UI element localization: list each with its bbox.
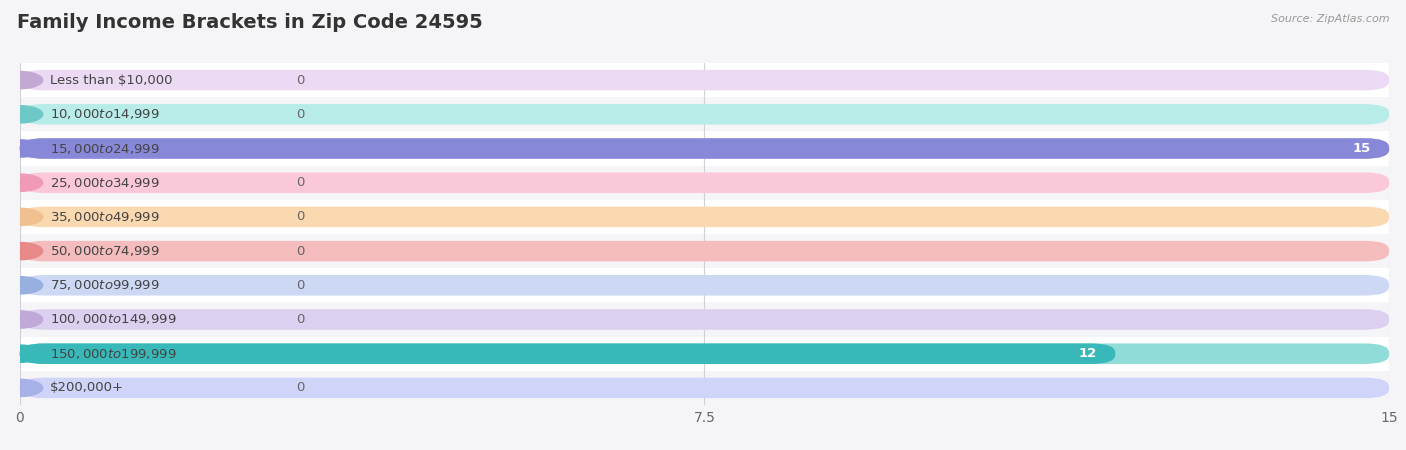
- Bar: [20, 131, 1389, 166]
- Text: 0: 0: [295, 108, 304, 121]
- Circle shape: [0, 174, 42, 191]
- Text: $15,000 to $24,999: $15,000 to $24,999: [49, 141, 159, 156]
- Text: $25,000 to $34,999: $25,000 to $34,999: [49, 176, 159, 190]
- Text: $150,000 to $199,999: $150,000 to $199,999: [49, 346, 176, 361]
- Bar: [20, 337, 1389, 371]
- Text: $35,000 to $49,999: $35,000 to $49,999: [49, 210, 159, 224]
- Text: 0: 0: [295, 176, 304, 189]
- Circle shape: [0, 72, 42, 89]
- Bar: [20, 200, 1389, 234]
- FancyBboxPatch shape: [20, 138, 1389, 159]
- Text: $50,000 to $74,999: $50,000 to $74,999: [49, 244, 159, 258]
- Text: 15: 15: [1353, 142, 1371, 155]
- Circle shape: [0, 106, 42, 123]
- FancyBboxPatch shape: [20, 70, 1389, 90]
- Text: 0: 0: [295, 74, 304, 86]
- Bar: [20, 371, 1389, 405]
- Text: 0: 0: [295, 313, 304, 326]
- Circle shape: [0, 140, 42, 157]
- Text: 12: 12: [1078, 347, 1097, 360]
- Circle shape: [0, 345, 42, 362]
- FancyBboxPatch shape: [20, 104, 1389, 125]
- Text: 0: 0: [295, 211, 304, 223]
- Circle shape: [0, 379, 42, 396]
- FancyBboxPatch shape: [20, 172, 1389, 193]
- Text: 0: 0: [295, 245, 304, 257]
- Bar: [20, 268, 1389, 302]
- Text: $10,000 to $14,999: $10,000 to $14,999: [49, 107, 159, 122]
- FancyBboxPatch shape: [20, 207, 1389, 227]
- Circle shape: [0, 311, 42, 328]
- Bar: [20, 97, 1389, 131]
- Text: $100,000 to $149,999: $100,000 to $149,999: [49, 312, 176, 327]
- FancyBboxPatch shape: [20, 275, 1389, 296]
- FancyBboxPatch shape: [20, 138, 1389, 159]
- FancyBboxPatch shape: [20, 343, 1115, 364]
- FancyBboxPatch shape: [20, 241, 1389, 261]
- Text: $75,000 to $99,999: $75,000 to $99,999: [49, 278, 159, 293]
- Text: Family Income Brackets in Zip Code 24595: Family Income Brackets in Zip Code 24595: [17, 14, 482, 32]
- Bar: [20, 166, 1389, 200]
- Bar: [20, 234, 1389, 268]
- Text: Less than $10,000: Less than $10,000: [49, 74, 173, 86]
- FancyBboxPatch shape: [20, 378, 1389, 398]
- FancyBboxPatch shape: [20, 309, 1389, 330]
- FancyBboxPatch shape: [20, 343, 1389, 364]
- Bar: [20, 302, 1389, 337]
- Circle shape: [0, 208, 42, 225]
- Text: 0: 0: [295, 382, 304, 394]
- Text: $200,000+: $200,000+: [49, 382, 124, 394]
- Circle shape: [0, 277, 42, 294]
- Circle shape: [0, 243, 42, 260]
- Bar: [20, 63, 1389, 97]
- Text: 0: 0: [295, 279, 304, 292]
- Text: Source: ZipAtlas.com: Source: ZipAtlas.com: [1271, 14, 1389, 23]
